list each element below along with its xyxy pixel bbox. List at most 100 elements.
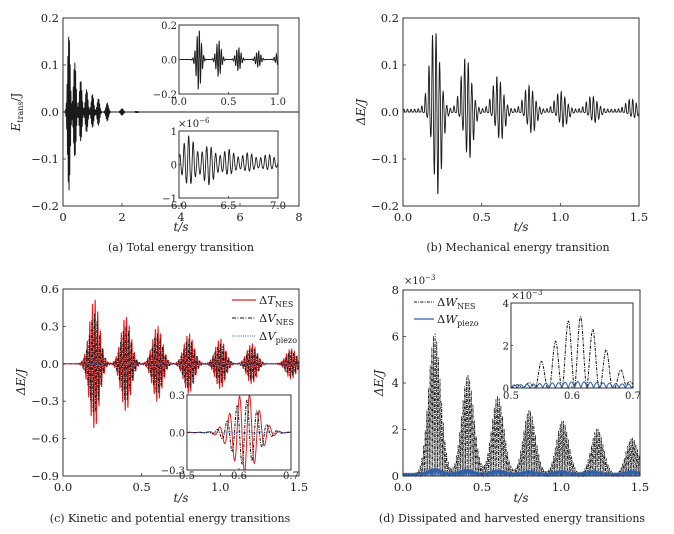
series-delta-W-piezo bbox=[402, 467, 641, 478]
panel-b-ticks: 0.0 0.5 1.0 1.5 −0.2 −0.1 0.0 0.1 0.2 bbox=[371, 11, 648, 224]
y-tick-label: 0 bbox=[392, 469, 399, 483]
x-tick-label: 0.6 bbox=[231, 471, 247, 482]
x-tick-label: 0.7 bbox=[283, 471, 299, 482]
y-tick-label: −0.9 bbox=[31, 469, 59, 483]
x-tick-label: 0.5 bbox=[221, 97, 237, 108]
panel-d-legend: ΔWNES ΔWpiezo bbox=[408, 293, 479, 328]
panel-c-inset: 0.5 0.6 0.7 −0.3 0.0 0.3 bbox=[161, 391, 299, 482]
panel-b-caption: (b) Mechanical energy transition bbox=[426, 241, 609, 254]
panel-b-series bbox=[402, 33, 640, 195]
x-tick-label: 0.5 bbox=[473, 210, 491, 224]
y-tick-label: −0.1 bbox=[371, 152, 399, 166]
x-tick-label: 0.0 bbox=[394, 210, 412, 224]
y-tick-label: 0.2 bbox=[381, 11, 399, 25]
legend-item-dT-nes: ΔTNES bbox=[232, 293, 293, 309]
x-tick-label: 1.5 bbox=[630, 210, 648, 224]
panel-a-series bbox=[63, 36, 299, 191]
y-tick-label: 0.0 bbox=[41, 105, 59, 119]
ylabel-sub: trans bbox=[16, 102, 25, 123]
x-tick-label: 0.7 bbox=[625, 391, 641, 402]
y-tick-label: −0.3 bbox=[31, 394, 59, 408]
x-tick-label: 0.5 bbox=[179, 471, 195, 482]
panel-c-xlabel: t/s bbox=[173, 491, 188, 505]
x-tick-label: 0.0 bbox=[394, 480, 412, 494]
panel-d-caption: (d) Dissipated and harvested energy tran… bbox=[379, 512, 645, 525]
x-tick-label: 6.0 bbox=[171, 201, 187, 212]
x-tick-label: 0.0 bbox=[54, 480, 72, 494]
x-tick-label: 1.0 bbox=[551, 210, 569, 224]
y-tick-label: 0.0 bbox=[381, 105, 399, 119]
series-delta-V-NES bbox=[63, 313, 300, 412]
panel-c: 0.0 0.5 1.0 1.5 −0.9 −0.6 −0.3 0.0 0.3 0.6 ΔE/J t… bbox=[14, 282, 308, 525]
panel-b-xlabel: t/s bbox=[513, 220, 528, 234]
x-tick-label: 7.0 bbox=[270, 201, 286, 212]
ylabel-main: E bbox=[9, 122, 23, 132]
legend-label-dV-nes: ΔVNES bbox=[259, 311, 294, 327]
panel-a-ylabel: Etrans/J bbox=[9, 92, 25, 132]
inset-d-ticks: 0.5 0.6 0.7 0 2 4 bbox=[503, 299, 641, 402]
y-tick-label: 0.2 bbox=[161, 21, 177, 32]
panel-a-caption: (a) Total energy transition bbox=[108, 241, 254, 254]
y-tick-label: 0.6 bbox=[41, 282, 59, 296]
inset-c-line-1 bbox=[187, 399, 291, 465]
x-tick-label: 6 bbox=[236, 210, 243, 224]
panel-a: 0 2 4 6 8 −0.2 −0.1 0.0 0.1 0.2 Etrans/J t/s (a) … bbox=[9, 11, 303, 254]
legend-item-dV-nes: ΔVNES bbox=[232, 311, 294, 327]
panel-d-series bbox=[402, 333, 641, 478]
x-tick-label: 1.5 bbox=[290, 480, 308, 494]
inset-a2-line bbox=[178, 135, 279, 186]
y-tick-label: 0.1 bbox=[381, 58, 399, 72]
x-tick-label: 0.5 bbox=[133, 480, 151, 494]
panel-c-caption: (c) Kinetic and potential energy transit… bbox=[50, 512, 291, 525]
inset-c-line-2 bbox=[186, 431, 292, 434]
x-tick-label: 1.0 bbox=[211, 480, 229, 494]
panel-c-frame bbox=[62, 288, 300, 477]
panel-a-xlabel: t/s bbox=[173, 220, 188, 234]
y-tick-label: 0.0 bbox=[161, 56, 177, 67]
y-tick-label: −0.2 bbox=[153, 90, 177, 101]
y-tick-label: 0.0 bbox=[41, 357, 59, 371]
y-tick-label: 0.1 bbox=[41, 58, 59, 72]
y-tick-label: 4 bbox=[503, 299, 509, 310]
panel-d-scale-label: ×10−3 bbox=[404, 274, 435, 287]
inset-a1-series bbox=[179, 30, 279, 90]
x-tick-label: 0 bbox=[59, 210, 66, 224]
y-tick-label: 0.3 bbox=[169, 391, 185, 402]
legend-item-dV-piezo: ΔVpiezo bbox=[232, 329, 297, 345]
panel-a-ticks: 0 2 4 6 8 −0.2 −0.1 0.0 0.1 0.2 bbox=[31, 11, 303, 224]
x-tick-label: 0.0 bbox=[171, 97, 187, 108]
inset-a2-ticks: 6.0 6.5 7.0 −1 0 1 bbox=[162, 127, 286, 212]
inset-a1-ticks: 0.0 0.5 1.0−0.20.00.2 bbox=[153, 21, 286, 108]
y-tick-label: 6 bbox=[392, 330, 399, 344]
x-tick-label: 1.0 bbox=[552, 480, 570, 494]
y-tick-label: 2 bbox=[503, 342, 509, 353]
y-tick-label: 0.2 bbox=[41, 11, 59, 25]
x-tick-label: 2 bbox=[118, 210, 125, 224]
y-tick-label: 4 bbox=[392, 376, 399, 390]
inset-a1-line bbox=[179, 30, 279, 90]
legend-label-dW-piezo: ΔWpiezo bbox=[437, 312, 479, 328]
panel-b-ylabel: ΔE/J bbox=[354, 98, 368, 126]
panel-d-xlabel: t/s bbox=[513, 491, 528, 505]
y-tick-label: −1 bbox=[162, 194, 177, 205]
x-tick-label: 1.5 bbox=[631, 480, 649, 494]
panel-d: 0.0 0.5 1.0 1.5 0 2 4 6 8 ×10−3 ΔE/J t/s (d) Dis… bbox=[372, 274, 649, 525]
legend-item-dW-nes: ΔWNES bbox=[414, 295, 475, 311]
x-tick-label: 0.5 bbox=[473, 480, 491, 494]
legend-item-dW-piezo: ΔWpiezo bbox=[414, 312, 479, 328]
panel-b: 0.0 0.5 1.0 1.5 −0.2 −0.1 0.0 0.1 0.2 ΔE/J t/s (… bbox=[354, 11, 648, 254]
y-tick-label: 2 bbox=[392, 423, 399, 437]
x-tick-label: 6.5 bbox=[221, 201, 237, 212]
y-tick-label: 0 bbox=[503, 384, 509, 395]
panel-a-inset-1: 0.0 0.5 1.0−0.20.00.2 bbox=[153, 21, 286, 108]
x-tick-label: 0.5 bbox=[503, 391, 519, 402]
x-tick-label: 1.0 bbox=[270, 97, 286, 108]
inset-c-series bbox=[186, 394, 292, 471]
series-delta-E bbox=[402, 33, 640, 195]
panel-d-ticks: 0.0 0.5 1.0 1.5 0 2 4 6 8 bbox=[392, 283, 649, 494]
y-tick-label: −0.2 bbox=[31, 199, 59, 213]
panel-d-ylabel: ΔE/J bbox=[372, 369, 386, 397]
x-tick-label: 8 bbox=[295, 210, 302, 224]
panel-c-series bbox=[63, 299, 300, 428]
legend-label-dV-piezo: ΔVpiezo bbox=[259, 329, 297, 345]
